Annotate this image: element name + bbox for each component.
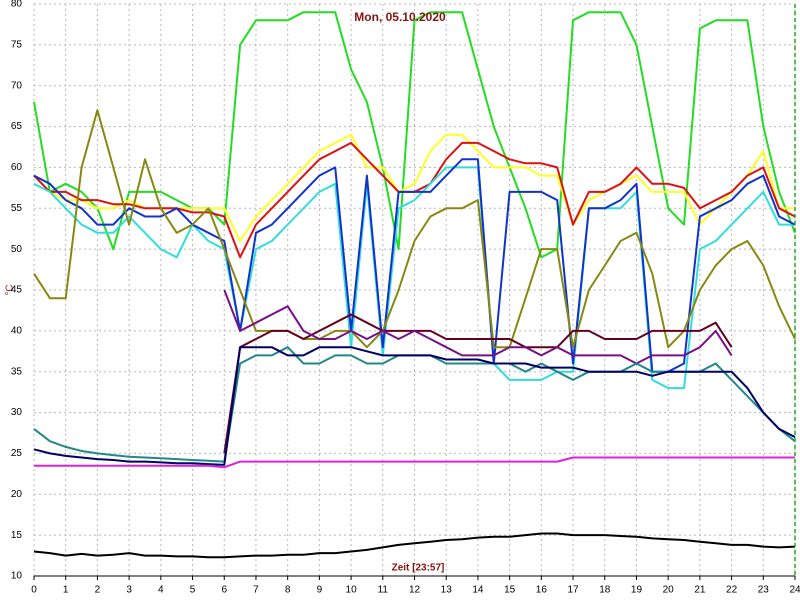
x-tick-label: 2	[95, 585, 101, 596]
series-line	[33, 532, 796, 559]
lines	[33, 11, 796, 559]
series-line	[33, 346, 796, 466]
x-tick-label: 12	[409, 585, 421, 596]
x-tick-label: 13	[441, 585, 453, 596]
y-tick-label: 65	[11, 121, 23, 132]
series-line	[223, 313, 733, 454]
grid	[33, 3, 796, 577]
y-tick-label: 20	[11, 489, 23, 500]
x-tick-label: 17	[567, 585, 579, 596]
x-tick-label: 20	[663, 585, 675, 596]
x-tick-label: 23	[758, 585, 770, 596]
x-tick-label: 21	[694, 585, 706, 596]
series-line	[33, 166, 795, 390]
x-tick-label: 11	[378, 585, 389, 596]
y-tick-label: 60	[11, 162, 23, 173]
series-line	[223, 289, 733, 365]
y-tick-label: 80	[11, 0, 23, 10]
x-tick-label: 9	[317, 585, 323, 596]
y-tick-label: 25	[11, 448, 23, 459]
series-line	[33, 11, 796, 259]
x-tick-label: 24	[789, 585, 800, 596]
y-tick-label: 70	[11, 80, 23, 91]
y-tick-label: 35	[11, 366, 23, 377]
x-tick-label: 16	[536, 585, 548, 596]
y-tick-label: 10	[11, 571, 23, 582]
x-tick-label: 18	[599, 585, 611, 596]
x-tick-label: 22	[726, 585, 738, 596]
x-tick-label: 4	[158, 585, 164, 596]
x-tick-label: 3	[126, 585, 132, 596]
x-tick-label: 8	[285, 585, 291, 596]
series-line	[34, 456, 795, 469]
x-tick-label: 15	[504, 585, 516, 596]
x-tick-label: 7	[253, 585, 259, 596]
y-axis-title: °C	[5, 284, 16, 295]
y-tick-label: 75	[11, 39, 23, 50]
x-tick-label: 19	[631, 585, 643, 596]
chart-title: Mon, 05.10.2020	[354, 10, 446, 24]
y-tick-label: 40	[11, 325, 23, 336]
x-axis-title: Zeit [23:57]	[392, 563, 445, 574]
x-tick-label: 14	[472, 585, 484, 596]
x-tick-label: 6	[221, 585, 227, 596]
series-line	[33, 109, 796, 349]
y-tick-label: 15	[11, 530, 23, 541]
y-tick-label: 50	[11, 244, 23, 255]
x-tick-label: 0	[31, 585, 37, 596]
y-tick-label: 30	[11, 407, 23, 418]
y-tick-label: 45	[11, 285, 23, 296]
x-tick-label: 5	[190, 585, 196, 596]
x-tick-label: 1	[63, 585, 69, 596]
y-tick-label: 55	[11, 203, 23, 214]
x-tick-label: 10	[346, 585, 358, 596]
